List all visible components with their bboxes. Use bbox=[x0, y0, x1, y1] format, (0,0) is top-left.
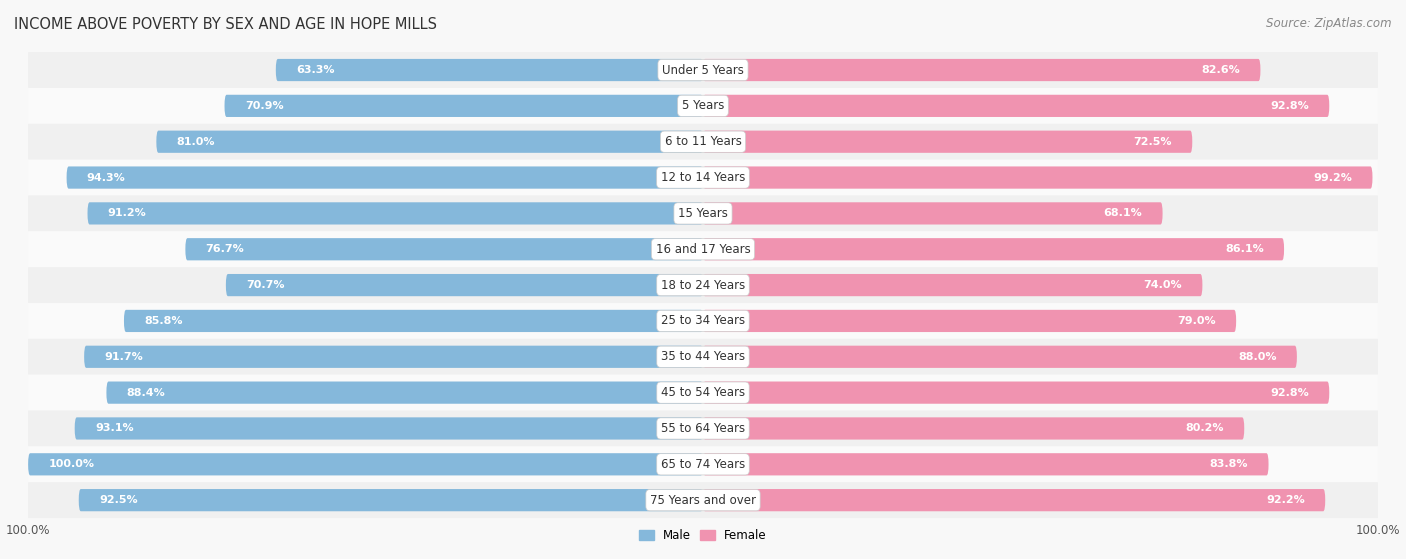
Legend: Male, Female: Male, Female bbox=[634, 524, 772, 547]
FancyBboxPatch shape bbox=[66, 167, 703, 189]
Text: 83.8%: 83.8% bbox=[1209, 459, 1249, 470]
FancyBboxPatch shape bbox=[186, 238, 703, 260]
FancyBboxPatch shape bbox=[28, 196, 1378, 231]
FancyBboxPatch shape bbox=[703, 202, 1163, 225]
FancyBboxPatch shape bbox=[28, 453, 703, 475]
Text: 85.8%: 85.8% bbox=[145, 316, 183, 326]
Text: 88.4%: 88.4% bbox=[127, 387, 166, 397]
Text: 94.3%: 94.3% bbox=[87, 173, 125, 183]
Text: 70.7%: 70.7% bbox=[246, 280, 284, 290]
FancyBboxPatch shape bbox=[703, 59, 1260, 81]
Text: 74.0%: 74.0% bbox=[1143, 280, 1182, 290]
FancyBboxPatch shape bbox=[28, 410, 1378, 447]
FancyBboxPatch shape bbox=[28, 267, 1378, 303]
Text: 15 Years: 15 Years bbox=[678, 207, 728, 220]
Text: 88.0%: 88.0% bbox=[1239, 352, 1277, 362]
Text: 68.1%: 68.1% bbox=[1104, 209, 1142, 219]
FancyBboxPatch shape bbox=[703, 274, 1202, 296]
Text: 76.7%: 76.7% bbox=[205, 244, 245, 254]
FancyBboxPatch shape bbox=[28, 52, 1378, 88]
Text: 93.1%: 93.1% bbox=[96, 424, 134, 433]
Text: 65 to 74 Years: 65 to 74 Years bbox=[661, 458, 745, 471]
FancyBboxPatch shape bbox=[225, 95, 703, 117]
FancyBboxPatch shape bbox=[703, 131, 1192, 153]
FancyBboxPatch shape bbox=[87, 202, 703, 225]
Text: 92.5%: 92.5% bbox=[98, 495, 138, 505]
Text: 92.2%: 92.2% bbox=[1267, 495, 1305, 505]
Text: 91.7%: 91.7% bbox=[104, 352, 143, 362]
FancyBboxPatch shape bbox=[75, 418, 703, 439]
FancyBboxPatch shape bbox=[226, 274, 703, 296]
Text: 5 Years: 5 Years bbox=[682, 100, 724, 112]
Text: 35 to 44 Years: 35 to 44 Years bbox=[661, 350, 745, 363]
Text: 45 to 54 Years: 45 to 54 Years bbox=[661, 386, 745, 399]
Text: 91.2%: 91.2% bbox=[108, 209, 146, 219]
FancyBboxPatch shape bbox=[703, 345, 1296, 368]
Text: 81.0%: 81.0% bbox=[177, 137, 215, 146]
Text: Source: ZipAtlas.com: Source: ZipAtlas.com bbox=[1267, 17, 1392, 30]
FancyBboxPatch shape bbox=[124, 310, 703, 332]
FancyBboxPatch shape bbox=[703, 453, 1268, 475]
Text: 16 and 17 Years: 16 and 17 Years bbox=[655, 243, 751, 256]
FancyBboxPatch shape bbox=[156, 131, 703, 153]
FancyBboxPatch shape bbox=[79, 489, 703, 511]
FancyBboxPatch shape bbox=[276, 59, 703, 81]
FancyBboxPatch shape bbox=[703, 310, 1236, 332]
Text: 92.8%: 92.8% bbox=[1270, 387, 1309, 397]
Text: 99.2%: 99.2% bbox=[1313, 173, 1353, 183]
Text: 63.3%: 63.3% bbox=[297, 65, 335, 75]
Text: INCOME ABOVE POVERTY BY SEX AND AGE IN HOPE MILLS: INCOME ABOVE POVERTY BY SEX AND AGE IN H… bbox=[14, 17, 437, 32]
FancyBboxPatch shape bbox=[28, 447, 1378, 482]
Text: 79.0%: 79.0% bbox=[1177, 316, 1216, 326]
Text: 70.9%: 70.9% bbox=[245, 101, 284, 111]
Text: 6 to 11 Years: 6 to 11 Years bbox=[665, 135, 741, 148]
FancyBboxPatch shape bbox=[28, 375, 1378, 410]
Text: 82.6%: 82.6% bbox=[1202, 65, 1240, 75]
FancyBboxPatch shape bbox=[28, 303, 1378, 339]
FancyBboxPatch shape bbox=[28, 124, 1378, 160]
Text: 18 to 24 Years: 18 to 24 Years bbox=[661, 278, 745, 292]
FancyBboxPatch shape bbox=[28, 482, 1378, 518]
Text: 75 Years and over: 75 Years and over bbox=[650, 494, 756, 506]
FancyBboxPatch shape bbox=[703, 381, 1329, 404]
Text: 100.0%: 100.0% bbox=[48, 459, 94, 470]
FancyBboxPatch shape bbox=[28, 231, 1378, 267]
Text: 55 to 64 Years: 55 to 64 Years bbox=[661, 422, 745, 435]
FancyBboxPatch shape bbox=[703, 489, 1326, 511]
FancyBboxPatch shape bbox=[703, 95, 1329, 117]
Text: Under 5 Years: Under 5 Years bbox=[662, 64, 744, 77]
FancyBboxPatch shape bbox=[107, 381, 703, 404]
FancyBboxPatch shape bbox=[703, 238, 1284, 260]
Text: 86.1%: 86.1% bbox=[1225, 244, 1264, 254]
FancyBboxPatch shape bbox=[84, 345, 703, 368]
FancyBboxPatch shape bbox=[28, 160, 1378, 196]
FancyBboxPatch shape bbox=[28, 339, 1378, 375]
Text: 12 to 14 Years: 12 to 14 Years bbox=[661, 171, 745, 184]
Text: 92.8%: 92.8% bbox=[1270, 101, 1309, 111]
Text: 72.5%: 72.5% bbox=[1133, 137, 1173, 146]
FancyBboxPatch shape bbox=[28, 88, 1378, 124]
FancyBboxPatch shape bbox=[703, 167, 1372, 189]
Text: 25 to 34 Years: 25 to 34 Years bbox=[661, 314, 745, 328]
FancyBboxPatch shape bbox=[703, 418, 1244, 439]
Text: 80.2%: 80.2% bbox=[1185, 424, 1225, 433]
